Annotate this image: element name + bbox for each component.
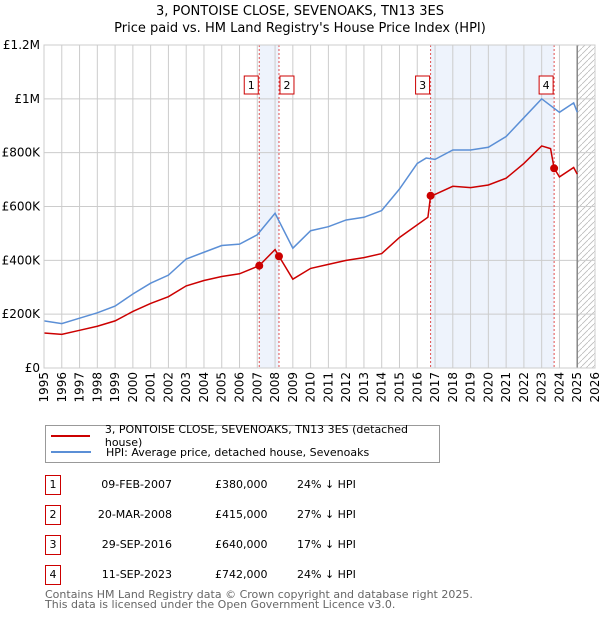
sale-price: £415,000 [215, 508, 268, 521]
x-tick-label: 2021 [499, 372, 513, 403]
x-tick-label: 2004 [197, 372, 211, 403]
sale-label-box [279, 75, 295, 95]
sale-hpi-diff: 24% ↓ HPI [297, 478, 356, 491]
x-tick-label: 2017 [428, 372, 442, 403]
sale-label: 4 [543, 79, 550, 92]
legend-blue-line [51, 451, 91, 453]
sale-number: 1 [45, 475, 61, 495]
x-tick-label: 2016 [410, 372, 424, 403]
x-tick-label: 1998 [90, 372, 104, 403]
sale-date: 09-FEB-2007 [101, 478, 172, 491]
sale-label: 1 [248, 79, 255, 92]
x-tick-label: 2024 [552, 372, 566, 403]
y-tick-label: £0 [25, 361, 40, 375]
x-tick-label: 2023 [535, 372, 549, 403]
x-tick-label: 1995 [37, 372, 51, 403]
sale-point [550, 164, 559, 173]
sale-point [274, 252, 283, 261]
x-tick-label: 2020 [481, 372, 495, 403]
sale-date: 29-SEP-2016 [101, 538, 172, 551]
sale-price: £380,000 [215, 478, 268, 491]
sale-price: £742,000 [215, 568, 268, 581]
x-tick-label: 2008 [268, 372, 282, 403]
y-tick-label: £800K [2, 146, 42, 160]
x-tick-label: 2025 [570, 372, 584, 403]
x-tick-label: 2026 [588, 372, 600, 403]
sale-label-box [538, 75, 554, 95]
legend-label-hpi: HPI: Average price, detached house, Seve… [106, 445, 370, 459]
sale-date: 11-SEP-2023 [101, 568, 172, 581]
sale-price: £640,000 [215, 538, 268, 551]
y-tick-label: £1.2M [3, 38, 40, 52]
x-tick-label: 2006 [233, 372, 247, 403]
footer-copyright: Contains HM Land Registry data © Crown c… [45, 588, 473, 601]
sale-number: 2 [45, 505, 61, 525]
chart-title: 3, PONTOISE CLOSE, SEVENOAKS, TN13 3ES [155, 4, 445, 19]
x-tick-label: 2012 [339, 372, 353, 403]
price-chart: £0 £200K £400K £600K £800K £1M £1.2M 1995 1996 19… [2, 38, 600, 403]
price-paid-line [43, 145, 578, 336]
legend: 3, PONTOISE CLOSE, SEVENOAKS, TN13 3ES (… [45, 423, 440, 463]
footer-licence: This data is licensed under the Open Gov… [45, 598, 396, 611]
sale-hpi-diff: 17% ↓ HPI [297, 538, 356, 551]
footer: Contains HM Land Registry data © Crown c… [45, 588, 473, 611]
x-tick-label: 2015 [392, 372, 406, 403]
x-tick-label: 2005 [215, 372, 229, 403]
sale-label: 2 [283, 79, 290, 92]
x-tick-label: 2019 [464, 372, 478, 403]
y-tick-label: £1M [14, 92, 40, 106]
x-tick-label: 2000 [126, 372, 140, 403]
x-tick-label: 1999 [108, 372, 122, 403]
sale-date: 20-MAR-2008 [97, 508, 172, 521]
x-tick-label: 2014 [375, 372, 389, 403]
sale-label-box [243, 75, 259, 95]
sale-hpi-diff: 24% ↓ HPI [297, 568, 356, 581]
sale-label-box [415, 75, 431, 95]
sale-point [426, 191, 435, 200]
x-tick-label: 2010 [304, 372, 318, 403]
x-tick-label: 2003 [179, 372, 193, 403]
x-tick-label: 2013 [357, 372, 371, 403]
legend-label-property: 3, PONTOISE CLOSE, SEVENOAKS, TN13 3ES (… [104, 423, 408, 449]
sale-hpi-diff: 27% ↓ HPI [297, 508, 356, 521]
x-tick-label: 2022 [517, 372, 531, 403]
x-tick-label: 2002 [161, 372, 175, 403]
hpi-line [43, 97, 578, 325]
y-tick-label: £400K [2, 253, 42, 267]
sale-number: 4 [45, 565, 61, 585]
y-tick-label: £600K [2, 200, 42, 214]
plot-border [43, 44, 596, 369]
legend-red-line [51, 435, 90, 437]
x-tick-label: 2011 [321, 372, 335, 403]
y-tick-label: £200K [2, 307, 42, 321]
x-tick-label: 1997 [73, 372, 87, 403]
x-tick-label: 1996 [55, 372, 69, 403]
x-tick-label: 2007 [250, 372, 264, 403]
sale-label: 3 [419, 79, 426, 92]
x-tick-label: 2001 [144, 372, 158, 403]
sale-number: 3 [45, 535, 61, 555]
x-tick-label: 2018 [446, 372, 460, 403]
chart-subtitle: Price paid vs. HM Land Registry's House … [114, 21, 486, 36]
x-tick-label: 2009 [286, 372, 300, 403]
sale-point [255, 261, 264, 270]
